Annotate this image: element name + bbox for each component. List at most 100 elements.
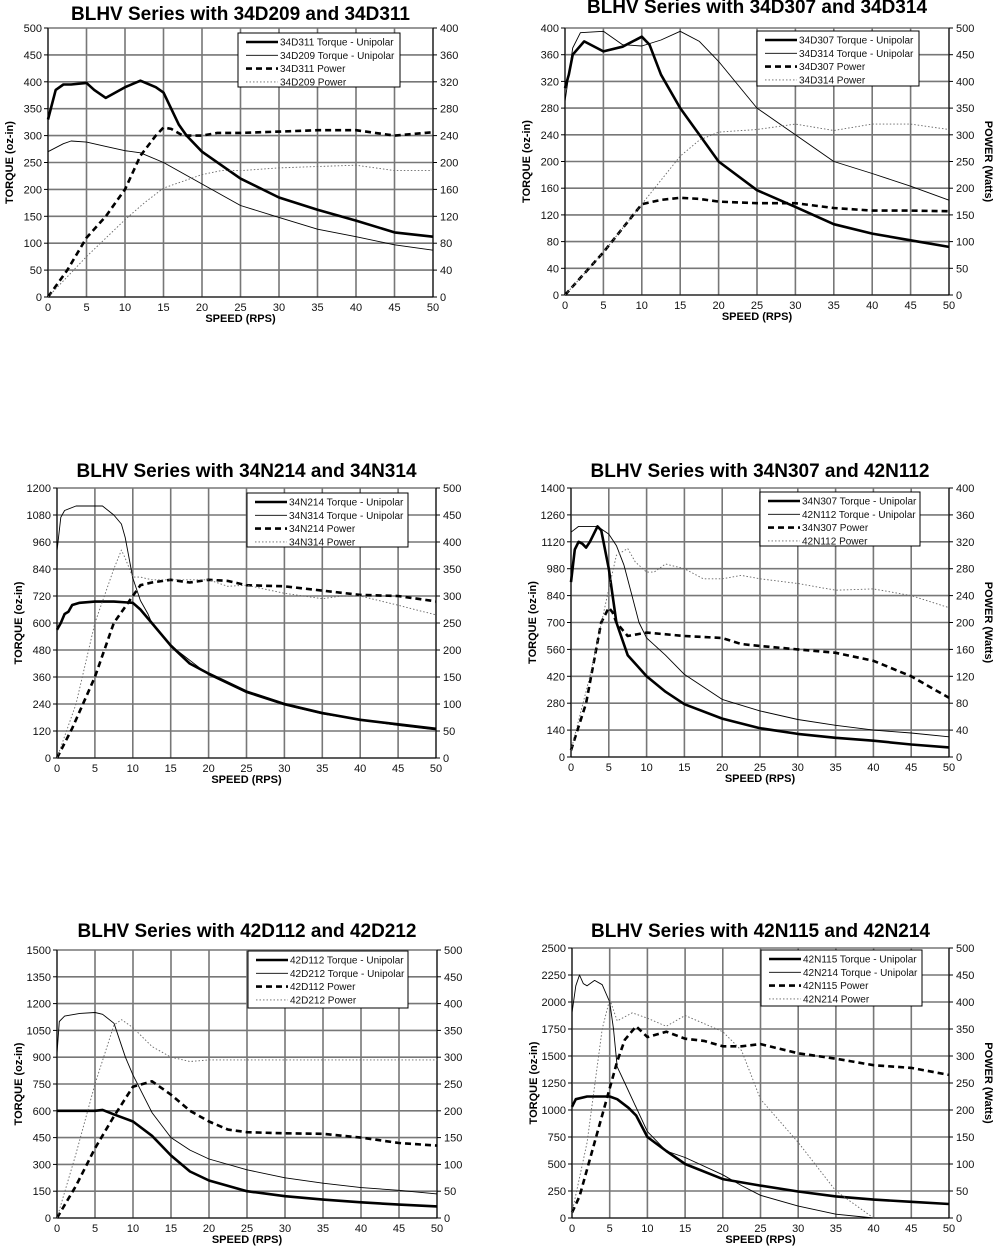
y2-tick-label: 450 [444, 972, 462, 984]
x-tick-label: 30 [279, 1223, 291, 1235]
y-tick-label: 360 [33, 672, 51, 684]
y2-tick-label: 350 [956, 1024, 974, 1036]
y2-tick-label: 360 [956, 510, 974, 522]
x-tick-label: 5 [606, 762, 612, 774]
legend-entry: 34N214 Power [289, 524, 356, 535]
x-tick-label: 40 [867, 1223, 879, 1235]
x-tick-label: 5 [92, 763, 98, 775]
legend-entry: 34D209 Power [280, 77, 347, 88]
x-tick-label: 30 [789, 300, 801, 312]
x-tick-label: 45 [393, 1223, 405, 1235]
y2-axis-label: POWER (Watts) [982, 121, 994, 203]
x-tick-label: 50 [943, 762, 955, 774]
y2-tick-label: 150 [444, 1133, 462, 1145]
y2-tick-label: 200 [956, 183, 974, 195]
x-tick-label: 30 [792, 762, 804, 774]
x-tick-label: 45 [905, 1223, 917, 1235]
legend-entry: 34N214 Torque - Unipolar [289, 498, 404, 509]
series-line-4 [564, 123, 950, 296]
y2-tick-label: 240 [956, 591, 974, 603]
y2-tick-label: 100 [956, 237, 974, 249]
y-tick-label: 80 [547, 237, 559, 249]
y-tick-label: 840 [547, 591, 565, 603]
y2-tick-label: 0 [443, 753, 449, 765]
y-tick-label: 100 [24, 238, 42, 250]
x-tick-label: 5 [92, 1223, 98, 1235]
y-tick-label: 750 [548, 1132, 566, 1144]
y-tick-label: 240 [33, 699, 51, 711]
legend-entry: 42N112 Torque - Unipolar [802, 510, 916, 521]
y-tick-label: 960 [33, 537, 51, 549]
y-axis-label: TORQUE (oz-in) [13, 581, 25, 664]
x-axis-label: SPEED (RPS) [725, 1234, 796, 1246]
x-axis-label: SPEED (RPS) [725, 773, 796, 785]
y2-tick-label: 500 [444, 945, 462, 957]
y2-tick-label: 300 [443, 591, 461, 603]
y-tick-label: 160 [541, 183, 559, 195]
y2-tick-label: 200 [443, 645, 461, 657]
chart-2: 0 5 10 15 20 25 30 35 40 45 5004080120160200240280… [521, 0, 994, 323]
legend: 42N115 Torque - Unipolar 42N214 Torque - … [760, 949, 923, 1007]
x-tick-label: 15 [157, 302, 169, 314]
x-tick-label: 40 [867, 762, 879, 774]
series-line-3 [564, 196, 950, 296]
y-tick-label: 0 [553, 290, 559, 302]
x-tick-label: 10 [640, 762, 652, 774]
y-tick-label: 240 [541, 130, 559, 142]
legend-entry: 42D112 Power [290, 982, 356, 993]
legend: 34D307 Torque - Unipolar 34D314 Torque - … [756, 30, 920, 87]
y-tick-label: 1050 [27, 1025, 51, 1037]
y2-tick-label: 40 [956, 725, 968, 737]
y2-tick-label: 0 [956, 290, 962, 302]
y2-tick-label: 0 [956, 752, 962, 764]
x-tick-label: 40 [355, 1223, 367, 1235]
y-tick-label: 300 [33, 1159, 51, 1171]
x-tick-label: 45 [904, 300, 916, 312]
legend-entry: 34D311 Power [280, 64, 346, 75]
y2-tick-label: 300 [956, 130, 974, 142]
x-tick-label: 50 [427, 302, 439, 314]
series-line-2 [56, 1012, 438, 1195]
y-tick-label: 900 [33, 1052, 51, 1064]
y-tick-label: 450 [24, 50, 42, 62]
legend-entry: 42N214 Power [803, 994, 870, 1005]
y2-tick-label: 280 [440, 104, 458, 116]
y2-tick-label: 320 [956, 537, 974, 549]
series-line-2 [56, 505, 437, 731]
x-tick-label: 0 [569, 1223, 575, 1235]
y-tick-label: 560 [547, 644, 565, 656]
x-axis-label: SPEED (RPS) [212, 1234, 283, 1246]
y2-tick-label: 0 [956, 1213, 962, 1225]
legend: 34N214 Torque - Unipolar 34N314 Torque - … [246, 492, 409, 548]
y2-tick-label: 250 [444, 1079, 462, 1091]
series-line-3 [46, 126, 434, 298]
x-tick-label: 0 [568, 762, 574, 774]
y2-tick-label: 400 [956, 997, 974, 1009]
y-tick-label: 50 [30, 265, 42, 277]
y-tick-label: 150 [33, 1186, 51, 1198]
y2-tick-label: 120 [956, 671, 974, 683]
chart-1: 0 5 10 15 20 25 30 35 40 45 5005010015020025030035… [4, 4, 458, 325]
y2-tick-label: 50 [956, 1186, 968, 1198]
legend: 34N307 Torque - Unipolar 42N112 Torque - … [759, 491, 921, 547]
y-tick-label: 400 [541, 23, 559, 35]
series-line-2 [47, 140, 434, 251]
x-tick-label: 40 [354, 763, 366, 775]
y2-tick-label: 120 [440, 211, 458, 223]
legend-entry: 34D307 Power [799, 62, 866, 73]
y2-tick-label: 200 [444, 1106, 462, 1118]
y2-tick-label: 250 [956, 157, 974, 169]
y2-axis-label: POWER (Watts) [982, 1042, 994, 1124]
y-tick-label: 600 [33, 1106, 51, 1118]
y-tick-label: 280 [547, 698, 565, 710]
y-tick-label: 1250 [542, 1078, 566, 1090]
series-line-3 [570, 1025, 950, 1214]
y2-tick-label: 150 [956, 1132, 974, 1144]
y-tick-label: 420 [547, 671, 565, 683]
y2-tick-label: 200 [956, 618, 974, 630]
y2-tick-label: 300 [956, 1051, 974, 1063]
x-tick-label: 0 [54, 763, 60, 775]
y-tick-label: 0 [45, 1213, 51, 1225]
y-tick-label: 700 [547, 618, 565, 630]
